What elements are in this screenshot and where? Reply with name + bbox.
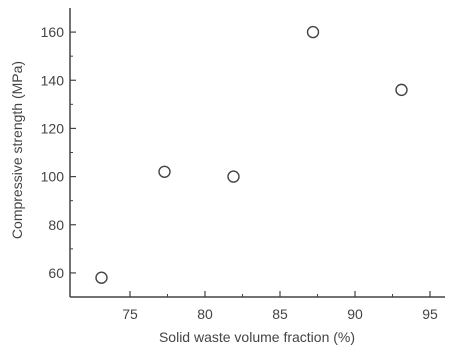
x-tick-label: 90 [347,306,363,322]
x-tick-label: 75 [122,306,138,322]
x-tick-label: 95 [422,306,438,322]
data-points [95,25,408,284]
plot-area: 75 80 85 90 95 60 80 100 120 140 160 [41,8,445,322]
data-point [395,83,408,97]
data-point [306,25,320,39]
x-tick-label: 85 [272,306,288,322]
y-tick-label: 100 [41,169,65,185]
y-tick-label: 160 [41,24,65,40]
x-tick-label: 80 [197,306,213,322]
y-axis-title: Compressive strength (MPa) [9,61,25,239]
y-tick-label: 140 [41,72,65,88]
data-point [227,170,240,183]
data-point [158,165,171,178]
y-tick-label: 80 [48,217,64,233]
y-tick-label: 120 [41,120,65,136]
x-axis-ticks: 75 80 85 90 95 [122,291,438,322]
y-tick-label: 60 [48,265,64,281]
y-axis-ticks: 60 80 100 120 140 160 [41,24,76,281]
data-point [95,271,108,284]
x-axis-title: Solid waste volume fraction (%) [159,329,355,345]
